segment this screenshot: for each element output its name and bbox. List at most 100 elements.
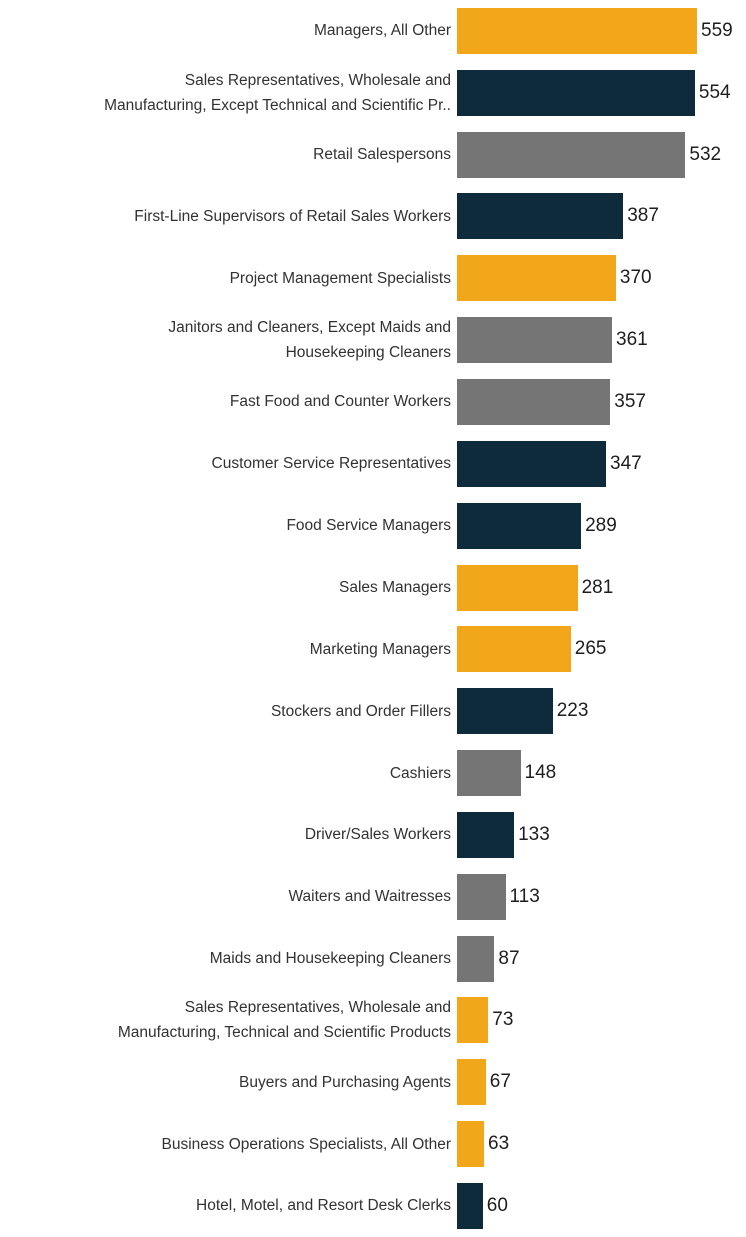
bar[interactable] — [457, 440, 606, 487]
category-label: Customer Service Representatives — [211, 455, 452, 473]
bar-area: 60 — [457, 1175, 746, 1237]
bar[interactable] — [457, 1121, 484, 1168]
bar-area: 87 — [457, 928, 746, 990]
category-label: Business Operations Specialists, All Oth… — [161, 1135, 451, 1153]
category-label: Stockers and Order Fillers — [270, 702, 451, 720]
bar[interactable] — [457, 750, 521, 797]
bar-area: 223 — [457, 680, 746, 742]
bar-area: 559 — [457, 0, 746, 62]
bar-area: 281 — [457, 557, 746, 619]
bar[interactable] — [457, 997, 489, 1044]
bar[interactable] — [457, 564, 578, 611]
bar-row: Janitors and Cleaners, Except Maids and … — [0, 309, 746, 371]
bar-row: Cashiers 148 — [0, 742, 746, 804]
category-label: Retail Salespersons — [313, 146, 451, 164]
category-label: Janitors and Cleaners, Except Maids and … — [168, 319, 451, 362]
category-label: Hotel, Motel, and Resort Desk Clerks — [196, 1197, 451, 1215]
bar[interactable] — [457, 1059, 486, 1106]
bar[interactable] — [457, 131, 686, 178]
bar-row: Marketing Managers 265 — [0, 618, 746, 680]
bar-row: Sales Managers 281 — [0, 557, 746, 619]
value-label: 60 — [486, 1194, 508, 1216]
category-label: Waiters and Waitresses — [288, 888, 451, 906]
bar[interactable] — [457, 811, 515, 858]
value-label: 554 — [698, 81, 731, 103]
bar-area: 63 — [457, 1113, 746, 1175]
bar[interactable] — [457, 69, 695, 116]
category-label: Project Management Specialists — [229, 269, 451, 287]
bar-area: 67 — [457, 1051, 746, 1113]
bar-area: 361 — [457, 309, 746, 371]
value-label: 532 — [689, 143, 722, 165]
value-label: 347 — [610, 452, 642, 474]
bar-area: 357 — [457, 371, 746, 433]
value-label: 223 — [556, 700, 589, 722]
bar-area: 289 — [457, 495, 746, 557]
category-label: Managers, All Other — [314, 22, 451, 40]
category-label: Buyers and Purchasing Agents — [239, 1073, 451, 1091]
bar-row: Hotel, Motel, and Resort Desk Clerks 60 — [0, 1175, 746, 1237]
bar[interactable] — [457, 378, 611, 425]
bar[interactable] — [457, 317, 612, 364]
bar-row: Project Management Specialists 370 — [0, 247, 746, 309]
category-label: Sales Representatives, Wholesale and Man… — [104, 71, 451, 114]
bar[interactable] — [457, 502, 582, 549]
category-label: Marketing Managers — [309, 640, 451, 658]
value-label: 265 — [574, 638, 607, 660]
bar-row: Driver/Sales Workers 133 — [0, 804, 746, 866]
bar-area: 133 — [457, 804, 746, 866]
value-label: 133 — [518, 823, 550, 845]
value-label: 357 — [614, 390, 646, 412]
value-label: 73 — [492, 1009, 514, 1031]
bar[interactable] — [457, 1182, 483, 1229]
bar[interactable] — [457, 688, 553, 735]
bar-area: 387 — [457, 186, 746, 248]
value-label: 559 — [701, 19, 733, 41]
bar-row: Stockers and Order Fillers 223 — [0, 680, 746, 742]
category-label: First-Line Supervisors of Retail Sales W… — [134, 207, 451, 225]
value-label: 113 — [509, 885, 540, 907]
bar-area: 265 — [457, 618, 746, 680]
bar-row: Business Operations Specialists, All Oth… — [0, 1113, 746, 1175]
bar[interactable] — [457, 7, 697, 54]
value-label: 148 — [524, 762, 557, 784]
value-label: 387 — [627, 205, 659, 227]
bar-area: 532 — [457, 124, 746, 186]
bar-row: Food Service Managers 289 — [0, 495, 746, 557]
category-label: Food Service Managers — [286, 517, 451, 535]
value-label: 281 — [581, 576, 614, 598]
category-label: Driver/Sales Workers — [304, 826, 451, 844]
bar-area: 554 — [457, 62, 746, 124]
bar-row: Customer Service Representatives 347 — [0, 433, 746, 495]
bar[interactable] — [457, 873, 506, 920]
bar[interactable] — [457, 935, 495, 982]
value-label: 370 — [619, 267, 652, 289]
bar-area: 347 — [457, 433, 746, 495]
bar[interactable] — [457, 255, 616, 302]
bar-row: Maids and Housekeeping Cleaners 87 — [0, 928, 746, 990]
value-label: 361 — [616, 329, 648, 351]
bar-area: 370 — [457, 247, 746, 309]
bar-area: 113 — [457, 866, 746, 928]
bar-row: Managers, All Other 559 — [0, 0, 746, 62]
category-label: Cashiers — [389, 764, 451, 782]
category-label: Fast Food and Counter Workers — [229, 393, 451, 411]
bar[interactable] — [457, 193, 624, 240]
value-label: 63 — [488, 1133, 510, 1155]
bar-row: Waiters and Waitresses 113 — [0, 866, 746, 928]
value-label: 289 — [585, 514, 617, 536]
bar-row: Buyers and Purchasing Agents 67 — [0, 1051, 746, 1113]
value-label: 87 — [498, 947, 520, 969]
bar-row: First-Line Supervisors of Retail Sales W… — [0, 186, 746, 248]
bar-row: Retail Salespersons 532 — [0, 124, 746, 186]
bar-area: 148 — [457, 742, 746, 804]
bar-row: Sales Representatives, Wholesale and Man… — [0, 62, 746, 124]
bar-row: Sales Representatives, Wholesale and Man… — [0, 990, 746, 1052]
bar-row: Fast Food and Counter Workers 357 — [0, 371, 746, 433]
bar[interactable] — [457, 626, 571, 673]
category-label: Sales Managers — [338, 579, 451, 597]
bar-area: 73 — [457, 990, 746, 1052]
category-label: Sales Representatives, Wholesale and Man… — [117, 999, 451, 1042]
category-label: Maids and Housekeeping Cleaners — [209, 950, 451, 968]
